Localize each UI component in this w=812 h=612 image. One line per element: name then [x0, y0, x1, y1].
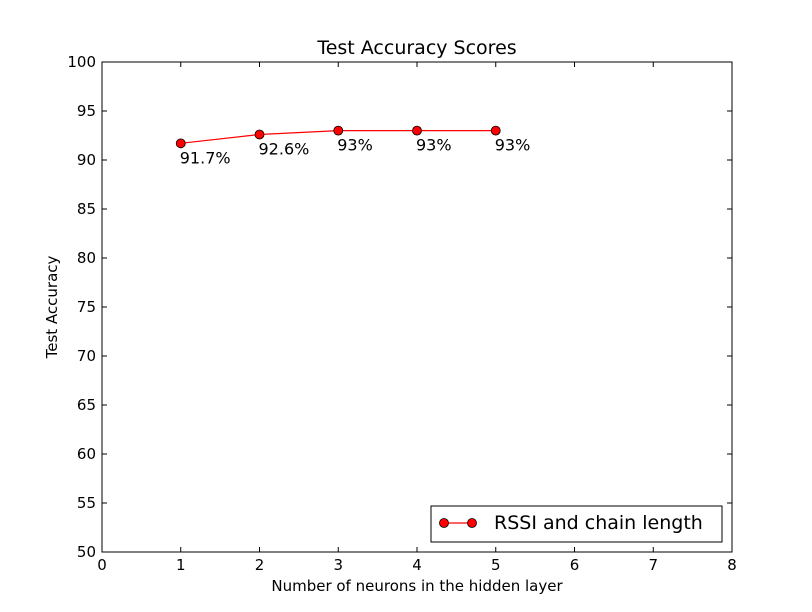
y-tick-label: 60 — [77, 445, 96, 463]
x-tick-label: 3 — [333, 556, 343, 574]
data-point — [490, 125, 501, 136]
x-axis: 0 1 2 3 4 5 6 7 8 — [97, 62, 737, 574]
x-tick-label: 6 — [570, 556, 580, 574]
x-tick-label: 1 — [176, 556, 186, 574]
x-tick-label: 8 — [727, 556, 737, 574]
chart-title: Test Accuracy Scores — [316, 37, 516, 59]
y-tick-label: 95 — [77, 102, 96, 120]
legend: RSSI and chain length — [430, 505, 723, 543]
y-axis-label: Test Accuracy — [43, 255, 61, 359]
data-label: 93% — [416, 136, 452, 155]
x-axis-label: Number of neurons in the hidden layer — [271, 577, 563, 595]
legend-marker — [439, 518, 449, 528]
data-label: 93% — [337, 136, 373, 155]
y-tick-label: 50 — [77, 543, 96, 561]
data-point — [175, 138, 186, 149]
x-tick-label: 4 — [412, 556, 422, 574]
x-tick-label: 5 — [491, 556, 501, 574]
y-tick-label: 70 — [77, 347, 96, 365]
x-tick-label: 7 — [648, 556, 658, 574]
data-point — [333, 125, 344, 136]
y-tick-label: 55 — [77, 494, 96, 512]
y-axis: 50 55 60 65 70 75 80 85 90 95 100 — [67, 53, 732, 561]
data-point — [254, 129, 265, 140]
y-tick-label: 85 — [77, 200, 96, 218]
legend-box — [430, 505, 723, 543]
y-tick-label: 100 — [67, 53, 96, 71]
data-point — [412, 125, 422, 136]
y-tick-label: 90 — [77, 151, 96, 169]
legend-marker — [467, 518, 477, 528]
data-label: 91.7% — [180, 148, 231, 167]
data-label: 93% — [495, 136, 531, 155]
y-tick-label: 65 — [77, 396, 96, 414]
y-tick-label: 80 — [77, 249, 96, 267]
data-label: 92.6% — [259, 140, 310, 159]
x-tick-label: 0 — [97, 556, 107, 574]
series-layer: 91.7% 92.6% 93% 93% 93% — [175, 125, 531, 167]
y-tick-label: 75 — [77, 298, 96, 316]
x-tick-label: 2 — [255, 556, 265, 574]
legend-label: RSSI and chain length — [494, 512, 703, 534]
plot-area — [101, 61, 733, 553]
